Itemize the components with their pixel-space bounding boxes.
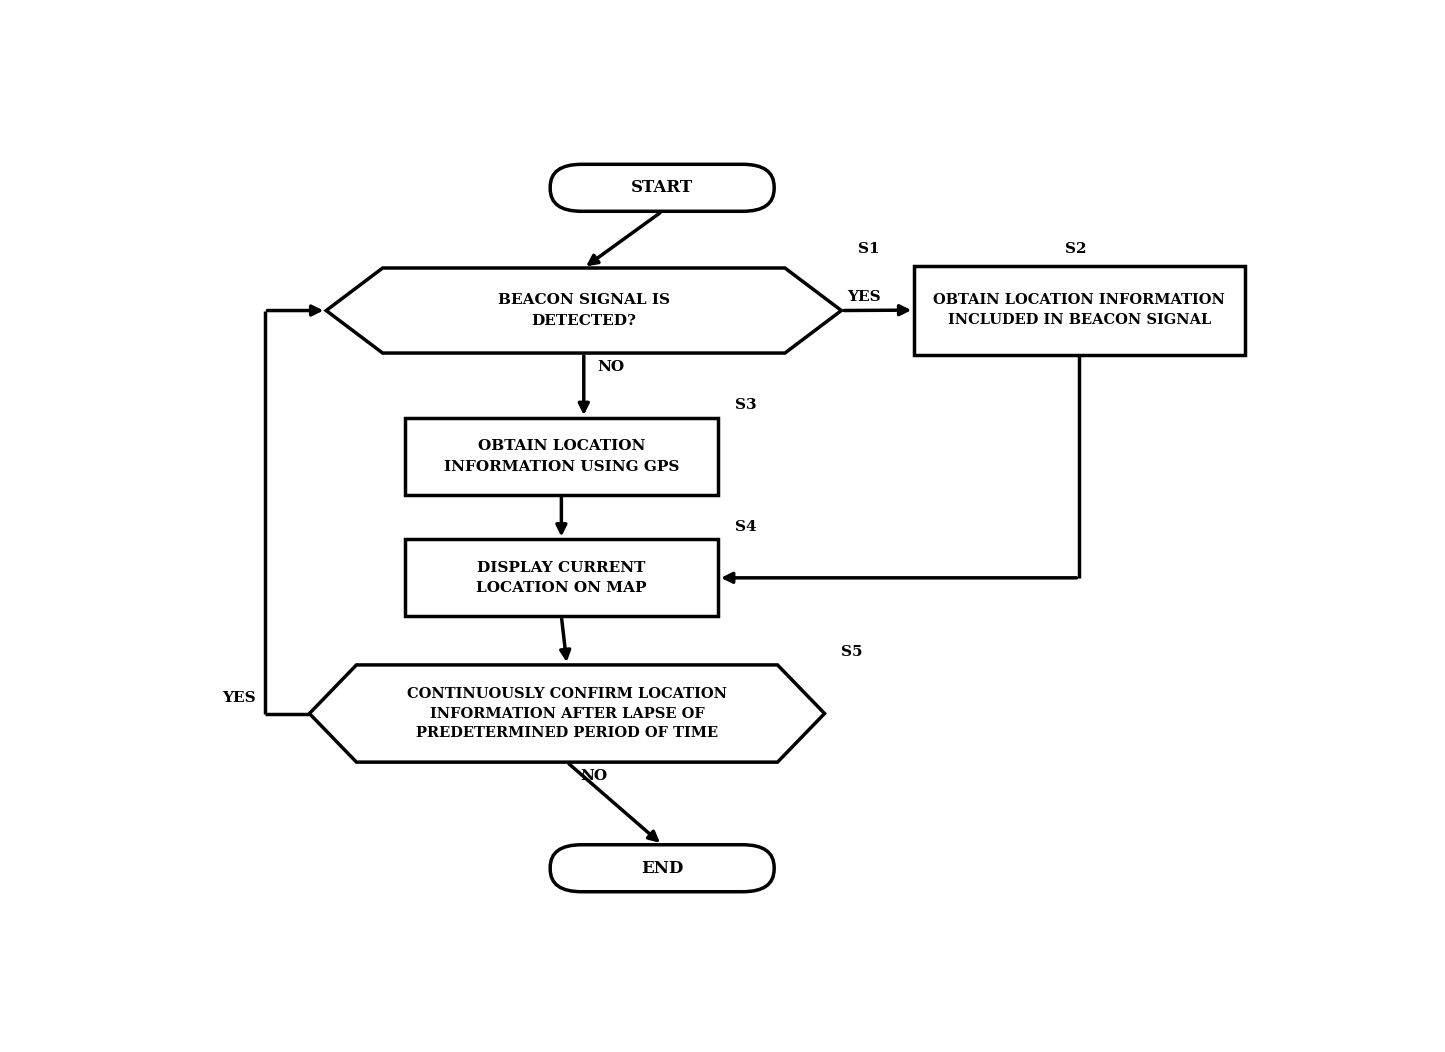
Text: START: START xyxy=(631,179,694,197)
Bar xyxy=(915,265,1244,355)
Text: DISPLAY CURRENT
LOCATION ON MAP: DISPLAY CURRENT LOCATION ON MAP xyxy=(477,561,646,595)
Bar xyxy=(405,418,718,494)
Text: NO: NO xyxy=(597,360,624,373)
Text: OBTAIN LOCATION INFORMATION
INCLUDED IN BEACON SIGNAL: OBTAIN LOCATION INFORMATION INCLUDED IN … xyxy=(933,292,1225,327)
FancyBboxPatch shape xyxy=(551,164,775,211)
Text: NO: NO xyxy=(581,769,607,783)
Text: S3: S3 xyxy=(736,399,757,412)
Text: S1: S1 xyxy=(858,242,880,256)
Text: CONTINUOUSLY CONFIRM LOCATION
INFORMATION AFTER LAPSE OF
PREDETERMINED PERIOD OF: CONTINUOUSLY CONFIRM LOCATION INFORMATIO… xyxy=(407,687,727,740)
Polygon shape xyxy=(309,665,825,762)
Polygon shape xyxy=(327,268,841,353)
Bar xyxy=(405,540,718,616)
Text: OBTAIN LOCATION
INFORMATION USING GPS: OBTAIN LOCATION INFORMATION USING GPS xyxy=(444,439,679,473)
Text: YES: YES xyxy=(847,290,880,304)
Text: END: END xyxy=(642,859,683,876)
Text: S4: S4 xyxy=(736,520,757,533)
Text: S2: S2 xyxy=(1065,242,1087,256)
Text: YES: YES xyxy=(223,691,256,706)
FancyBboxPatch shape xyxy=(551,845,775,892)
Text: S5: S5 xyxy=(841,645,863,660)
Text: BEACON SIGNAL IS
DETECTED?: BEACON SIGNAL IS DETECTED? xyxy=(497,294,670,328)
